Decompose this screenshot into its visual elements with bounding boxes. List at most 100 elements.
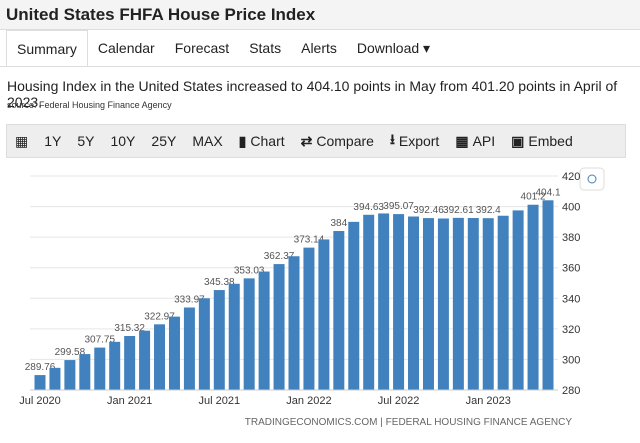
tab[interactable]: Calendar	[97, 40, 155, 56]
y-tick-label: 360	[562, 263, 580, 275]
page-title: United States FHFA House Price Index	[0, 0, 640, 30]
label: Export	[398, 133, 440, 149]
bar	[124, 336, 136, 390]
bar	[333, 231, 345, 390]
bar	[408, 216, 420, 390]
export-button[interactable]: ⭳ Export	[389, 131, 440, 149]
bar	[79, 354, 91, 390]
divider	[0, 66, 640, 67]
tab-bar: Summary Calendar Forecast Stats Alerts D…	[6, 30, 440, 66]
calendar-button[interactable]: ▦	[15, 132, 29, 149]
toolbar: ▦ 1Y 5Y 10Y 25Y MAX ▮ Chart ⇄ Compare ⭳ Exp…	[6, 124, 626, 158]
tab[interactable]: Alerts	[301, 40, 337, 56]
value-label: 384	[330, 218, 347, 229]
bar	[348, 221, 360, 390]
value-label: 395.07	[383, 201, 414, 212]
value-label: 401.2	[521, 192, 546, 203]
range-button[interactable]: 10Y	[110, 133, 136, 149]
source: source: Federal Housing Finance Agency	[7, 100, 172, 110]
credit: TRADINGECONOMICS.COM | FEDERAL HOUSING F…	[245, 417, 573, 428]
bar	[303, 247, 315, 390]
value-label: 394.63	[353, 202, 384, 213]
bar	[154, 324, 166, 390]
bar	[49, 367, 61, 390]
x-tick-label: Jan 2023	[466, 395, 511, 407]
bar	[213, 290, 225, 390]
bar	[482, 218, 494, 390]
y-tick-label: 380	[562, 232, 580, 244]
bar	[393, 214, 405, 390]
x-tick-label: Jul 2022	[378, 395, 420, 407]
bar	[258, 271, 270, 390]
x-tick-label: Jul 2021	[198, 395, 240, 407]
tab[interactable]: Stats	[249, 40, 282, 56]
chart: TRADINGECONOMICS.COM | FEDERAL HOUSING F…	[19, 167, 605, 428]
value-label: 392.4	[476, 205, 501, 216]
x-tick-label: Jan 2021	[107, 395, 152, 407]
summary: Housing Index in the United States incre…	[7, 78, 618, 110]
bar	[64, 360, 76, 390]
zoom-button[interactable]	[579, 167, 605, 191]
bar	[183, 307, 195, 390]
range-button[interactable]: MAX	[192, 133, 223, 149]
bar	[467, 218, 479, 390]
y-tick-label: 420	[562, 171, 580, 183]
tab[interactable]: Download ▾	[356, 40, 431, 56]
bar	[243, 278, 255, 390]
bar	[139, 330, 151, 390]
bar	[94, 347, 106, 390]
api-button[interactable]: ▦ API	[455, 132, 496, 150]
bar	[363, 214, 375, 390]
y-tick-label: 320	[562, 324, 580, 336]
value-label: 322.97	[144, 311, 175, 322]
tab-label: Download	[356, 40, 420, 56]
tab[interactable]: Forecast	[174, 40, 230, 56]
bar	[512, 210, 524, 390]
bar	[109, 341, 121, 390]
bar	[452, 217, 464, 390]
y-tick-label: 340	[562, 293, 580, 305]
value-label: 315.32	[114, 323, 145, 334]
range-button[interactable]: 5Y	[77, 133, 95, 149]
tab[interactable]: Summary	[6, 30, 88, 66]
label: Chart	[250, 133, 285, 149]
bar	[437, 218, 449, 390]
label: Embed	[528, 133, 573, 149]
bar	[34, 375, 46, 390]
bar	[422, 218, 434, 390]
y-tick-label: 400	[562, 202, 580, 214]
value-label: 345.38	[204, 277, 235, 288]
label: Compare	[316, 133, 374, 149]
value-label: 299.58	[55, 347, 86, 358]
value-label: 333.97	[174, 295, 205, 306]
bar	[318, 239, 330, 390]
zoom-icon	[587, 174, 597, 184]
label: API	[472, 133, 496, 149]
bar	[497, 215, 509, 390]
range-button[interactable]: 1Y	[44, 133, 62, 149]
y-tick-label: 300	[562, 354, 580, 366]
value-label: 307.75	[84, 335, 115, 346]
embed-button[interactable]: ▣ Embed	[511, 132, 573, 150]
bar	[168, 316, 180, 390]
x-tick-label: Jan 2022	[286, 395, 331, 407]
range-button[interactable]: 25Y	[151, 133, 177, 149]
value-label: 392.61	[443, 205, 474, 216]
bar	[228, 283, 240, 390]
value-label: 404.1	[535, 187, 560, 198]
bar	[198, 298, 210, 390]
bar	[273, 264, 285, 390]
value-label: 353.03	[234, 265, 265, 276]
bar	[527, 204, 539, 390]
chart-button[interactable]: ▮ Chart	[238, 132, 285, 150]
value-label: 362.37	[264, 251, 295, 262]
compare-button[interactable]: ⇄ Compare	[300, 132, 374, 150]
x-tick-label: Jul 2020	[19, 395, 61, 407]
value-label: 373.14	[294, 235, 325, 246]
bar	[378, 213, 390, 390]
value-label: 289.76	[25, 362, 56, 373]
value-label: 392.46	[413, 205, 444, 216]
bar	[542, 200, 554, 390]
bar	[288, 256, 300, 390]
